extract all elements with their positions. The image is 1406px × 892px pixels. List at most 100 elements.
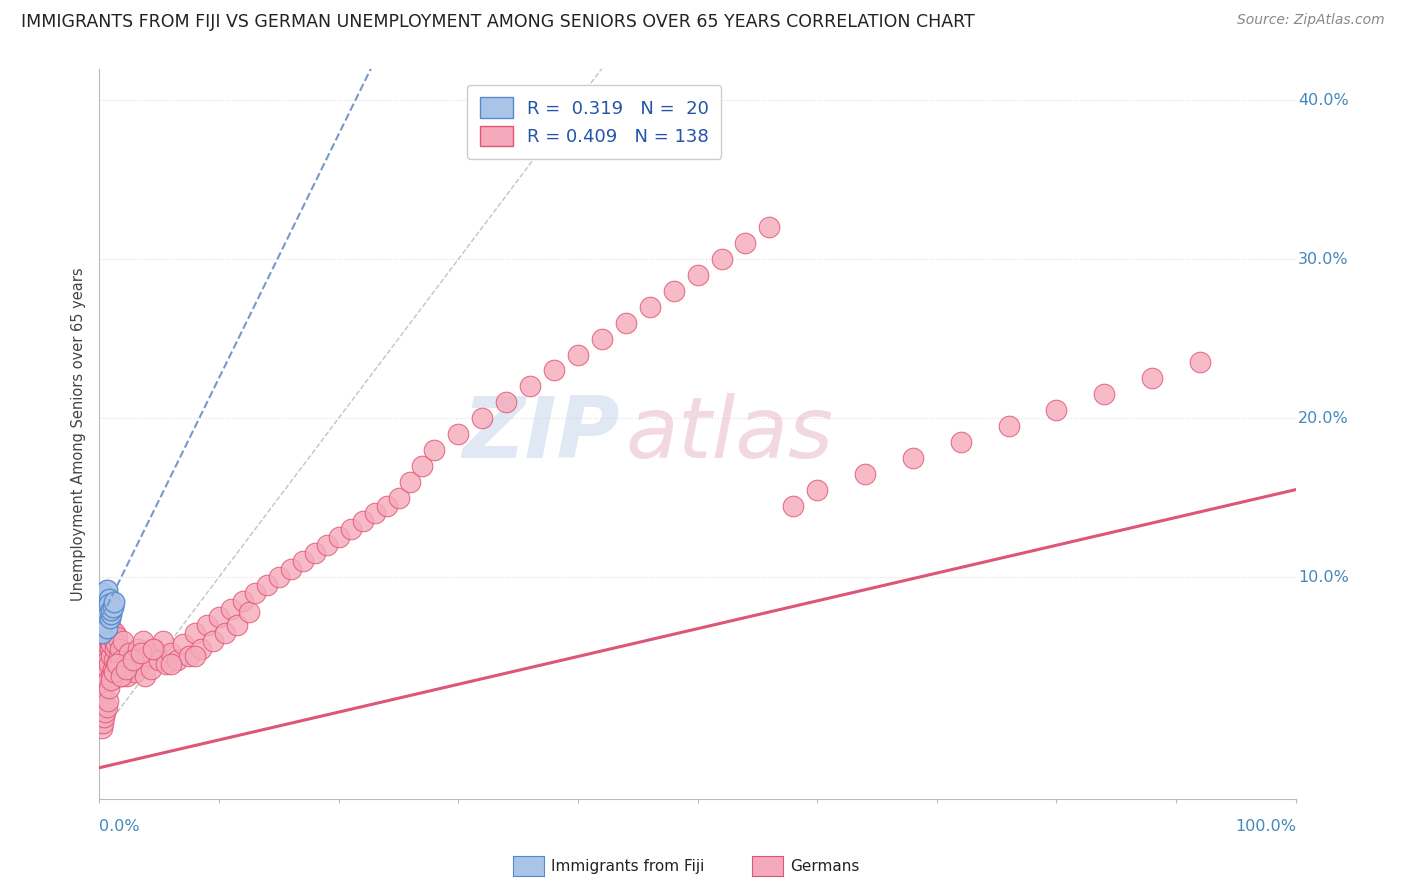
Point: [96, 700, 118, 714]
Point: [543, 363, 565, 377]
Y-axis label: Unemployment Among Seniors over 65 years: Unemployment Among Seniors over 65 years: [72, 268, 86, 601]
Point: [339, 522, 361, 536]
Point: [97, 602, 120, 616]
Point: [90, 617, 112, 632]
Point: [96, 621, 118, 635]
Text: Source: ZipAtlas.com: Source: ZipAtlas.com: [1237, 13, 1385, 28]
Point: [184, 625, 207, 640]
Point: [202, 633, 225, 648]
Text: 0.0%: 0.0%: [100, 819, 141, 833]
Point: [267, 570, 290, 584]
Point: [93, 599, 115, 613]
Point: [131, 633, 153, 648]
Point: [101, 662, 124, 676]
Point: [107, 649, 129, 664]
Point: [195, 617, 218, 632]
Point: [387, 491, 409, 505]
Point: [98, 617, 121, 632]
Point: [172, 637, 194, 651]
Point: [94, 665, 117, 680]
Point: [96, 637, 118, 651]
Point: [160, 657, 183, 672]
Point: [91, 615, 114, 629]
Point: [97, 694, 120, 708]
Point: [328, 530, 350, 544]
Point: [103, 595, 125, 609]
Point: [105, 657, 128, 672]
Text: 100.0%: 100.0%: [1234, 819, 1296, 833]
Point: [114, 662, 136, 676]
Point: [98, 657, 121, 672]
Point: [1189, 355, 1212, 369]
Point: [104, 641, 127, 656]
Point: [291, 554, 314, 568]
Point: [148, 653, 170, 667]
Point: [495, 395, 517, 409]
Point: [591, 332, 613, 346]
Point: [638, 300, 661, 314]
Point: [155, 657, 177, 672]
Point: [710, 252, 733, 267]
Point: [399, 475, 422, 489]
Point: [91, 586, 114, 600]
Point: [806, 483, 828, 497]
Point: [997, 419, 1019, 434]
Point: [94, 589, 117, 603]
Point: [93, 617, 115, 632]
Point: [447, 427, 470, 442]
Point: [90, 594, 112, 608]
Point: [1140, 371, 1163, 385]
Text: 40.0%: 40.0%: [1298, 93, 1348, 108]
Point: [949, 434, 972, 449]
Point: [94, 621, 117, 635]
Point: [423, 442, 446, 457]
Text: IMMIGRANTS FROM FIJI VS GERMAN UNEMPLOYMENT AMONG SENIORS OVER 65 YEARS CORRELAT: IMMIGRANTS FROM FIJI VS GERMAN UNEMPLOYM…: [21, 13, 974, 31]
Point: [901, 450, 924, 465]
Point: [94, 605, 117, 619]
Point: [519, 379, 541, 393]
Point: [91, 716, 114, 731]
Point: [758, 220, 780, 235]
Point: [122, 653, 145, 667]
Point: [256, 578, 278, 592]
Point: [103, 653, 125, 667]
Point: [129, 657, 152, 672]
Text: Immigrants from Fiji: Immigrants from Fiji: [551, 859, 704, 873]
Text: 10.0%: 10.0%: [1298, 569, 1348, 584]
Point: [112, 633, 135, 648]
Point: [131, 646, 153, 660]
Point: [363, 507, 385, 521]
Legend: R =  0.319   N =  20, R = 0.409   N = 138: R = 0.319 N = 20, R = 0.409 N = 138: [467, 85, 721, 159]
Point: [93, 631, 115, 645]
Point: [90, 625, 112, 640]
Point: [98, 625, 121, 640]
Point: [105, 668, 128, 682]
Point: [142, 641, 165, 656]
Point: [91, 657, 114, 672]
Point: [90, 689, 112, 703]
Point: [567, 347, 589, 361]
Point: [93, 605, 115, 619]
Point: [214, 625, 236, 640]
Text: atlas: atlas: [626, 392, 834, 475]
Point: [120, 662, 142, 676]
Point: [98, 681, 121, 696]
Point: [184, 649, 207, 664]
Point: [98, 633, 121, 648]
Point: [127, 641, 149, 656]
Point: [100, 649, 122, 664]
Point: [90, 633, 112, 648]
Point: [136, 649, 159, 664]
Point: [97, 673, 120, 688]
Point: [208, 609, 231, 624]
Point: [166, 653, 188, 667]
Point: [93, 615, 115, 629]
Point: [98, 592, 121, 607]
Point: [103, 665, 125, 680]
Point: [111, 668, 134, 682]
Point: [90, 602, 112, 616]
Point: [96, 615, 118, 629]
Point: [232, 594, 254, 608]
Point: [90, 625, 112, 640]
Point: [110, 668, 132, 682]
